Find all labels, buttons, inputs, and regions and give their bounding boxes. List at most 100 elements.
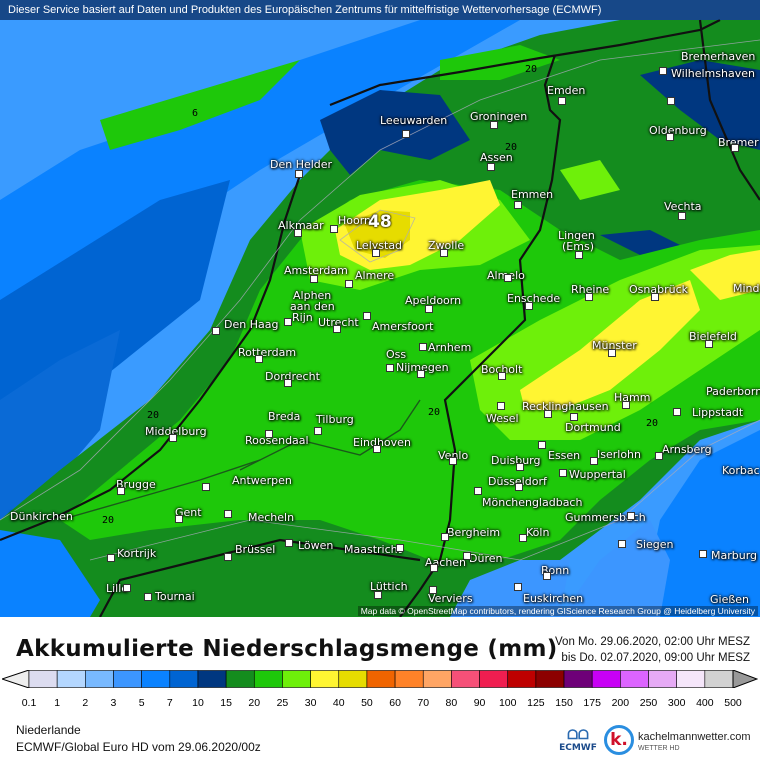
city-marker-icon	[627, 512, 635, 520]
city-label: Münster	[592, 339, 637, 352]
city-label: Dünkirchen	[10, 510, 73, 523]
legend-tick-label: 5	[138, 697, 145, 709]
city-label: Paderborn	[706, 385, 760, 398]
city-label: Nijmegen	[396, 361, 449, 374]
city-label: Arnsberg	[662, 443, 712, 456]
city-marker-icon	[224, 553, 232, 561]
city-marker-icon	[449, 457, 457, 465]
city-label: Venlo	[438, 449, 469, 462]
legend-swatch	[338, 670, 368, 688]
period-to: bis Do. 02.07.2020, 09:00 Uhr MESZ	[561, 652, 750, 664]
city-marker-icon	[699, 550, 707, 558]
legend-tick-label: 400	[696, 697, 714, 709]
city-label: Marburg	[711, 549, 758, 562]
city-marker-icon	[374, 591, 382, 599]
city-marker-icon	[516, 463, 524, 471]
city-marker-icon	[463, 552, 471, 560]
city-label: Bergheim	[447, 526, 501, 539]
legend-swatch	[394, 670, 424, 688]
legend-over-arrow	[732, 670, 758, 688]
legend-swatch	[507, 670, 537, 688]
city-marker-icon	[345, 280, 353, 288]
legend-tick-label: 60	[389, 697, 401, 709]
ecmwf-logo-icon: ᗝᗝ	[567, 728, 589, 743]
legend-tick-label: 25	[276, 697, 289, 709]
city-label: Brüssel	[235, 543, 276, 556]
city-marker-icon	[440, 249, 448, 257]
legend-tick-label: 300	[667, 697, 686, 709]
city-marker-icon	[487, 163, 495, 171]
city-marker-icon	[224, 510, 232, 518]
city-label: Zwolle	[428, 239, 465, 252]
city-marker-icon	[117, 487, 125, 495]
legend-swatch	[310, 670, 340, 688]
color-legend	[2, 670, 758, 688]
city-marker-icon	[107, 554, 115, 562]
legend-swatch	[620, 670, 649, 688]
legend-swatch	[704, 670, 734, 688]
city-label: Iserlohn	[597, 448, 641, 461]
city-label: Emden	[547, 84, 586, 97]
city-label: Düsseldorf	[488, 475, 547, 488]
city-marker-icon	[515, 483, 523, 491]
city-marker-icon	[284, 318, 292, 326]
city-label: Lelystad	[356, 239, 403, 252]
ecmwf-logo-text: ECMWF	[559, 743, 597, 753]
city-marker-icon	[570, 413, 578, 421]
city-label: Löwen	[298, 539, 334, 552]
legend-swatch	[225, 670, 255, 688]
city-label: Antwerpen	[232, 474, 292, 487]
city-marker-icon	[417, 370, 425, 378]
city-marker-icon	[310, 275, 318, 283]
city-marker-icon	[429, 586, 437, 594]
legend-swatch	[422, 670, 452, 688]
city-marker-icon	[622, 401, 630, 409]
legend-swatch	[282, 670, 311, 688]
city-label: Tournai	[155, 590, 195, 603]
city-label: Wilhelmshaven	[671, 67, 755, 80]
contour-label: 20	[646, 418, 659, 429]
legend-swatch	[169, 670, 199, 688]
legend-swatch	[141, 670, 171, 688]
legend-tick-label: 3	[110, 697, 117, 709]
city-marker-icon	[705, 340, 713, 348]
city-marker-icon	[294, 229, 302, 237]
legend-under-arrow	[2, 670, 30, 688]
chart-title: Akkumulierte Niederschlagsmenge (mm)	[16, 636, 558, 662]
city-label: Korbac	[722, 464, 760, 477]
city-marker-icon	[419, 343, 427, 351]
legend-tick-label: 125	[527, 697, 545, 709]
legend-tick-label: 50	[361, 697, 373, 709]
city-label: Hoorn	[338, 214, 372, 227]
city-label: Bocholt	[481, 363, 523, 376]
city-label: Lippstadt	[692, 406, 744, 419]
legend-tick-label: 0.1	[21, 697, 37, 709]
city-marker-icon	[514, 583, 522, 591]
precipitation-map[interactable]: Dieser Service basiert auf Daten und Pro…	[0, 0, 760, 617]
city-marker-icon	[498, 372, 506, 380]
contour-label: 20	[147, 410, 160, 421]
city-marker-icon	[538, 441, 546, 449]
legend-swatch	[197, 670, 227, 688]
city-label: aan den	[290, 300, 335, 313]
city-marker-icon	[285, 539, 293, 547]
city-marker-icon	[314, 427, 322, 435]
contour-label: 20	[525, 64, 538, 75]
city-label: Lüttich	[370, 580, 408, 593]
map-attribution[interactable]: Map data © OpenStreetMap contributors, r…	[357, 606, 758, 616]
city-marker-icon	[295, 170, 303, 178]
city-marker-icon	[175, 515, 183, 523]
legend-swatch	[366, 670, 396, 688]
city-label: Mönchengladbach	[482, 496, 583, 509]
legend-tick-label: 100	[498, 697, 517, 709]
city-label: Düren	[469, 552, 503, 565]
city-marker-icon	[284, 379, 292, 387]
city-label: Recklinghausen	[522, 400, 609, 413]
brand-name[interactable]: kachelmannwetter.com	[638, 731, 751, 743]
city-marker-icon	[330, 225, 338, 233]
city-label: Eindhoven	[353, 436, 411, 449]
precipitation-field	[0, 19, 760, 617]
city-label: Kortrijk	[117, 547, 157, 560]
city-label: Maastricht	[344, 543, 402, 556]
city-label: Verviers	[428, 592, 473, 605]
